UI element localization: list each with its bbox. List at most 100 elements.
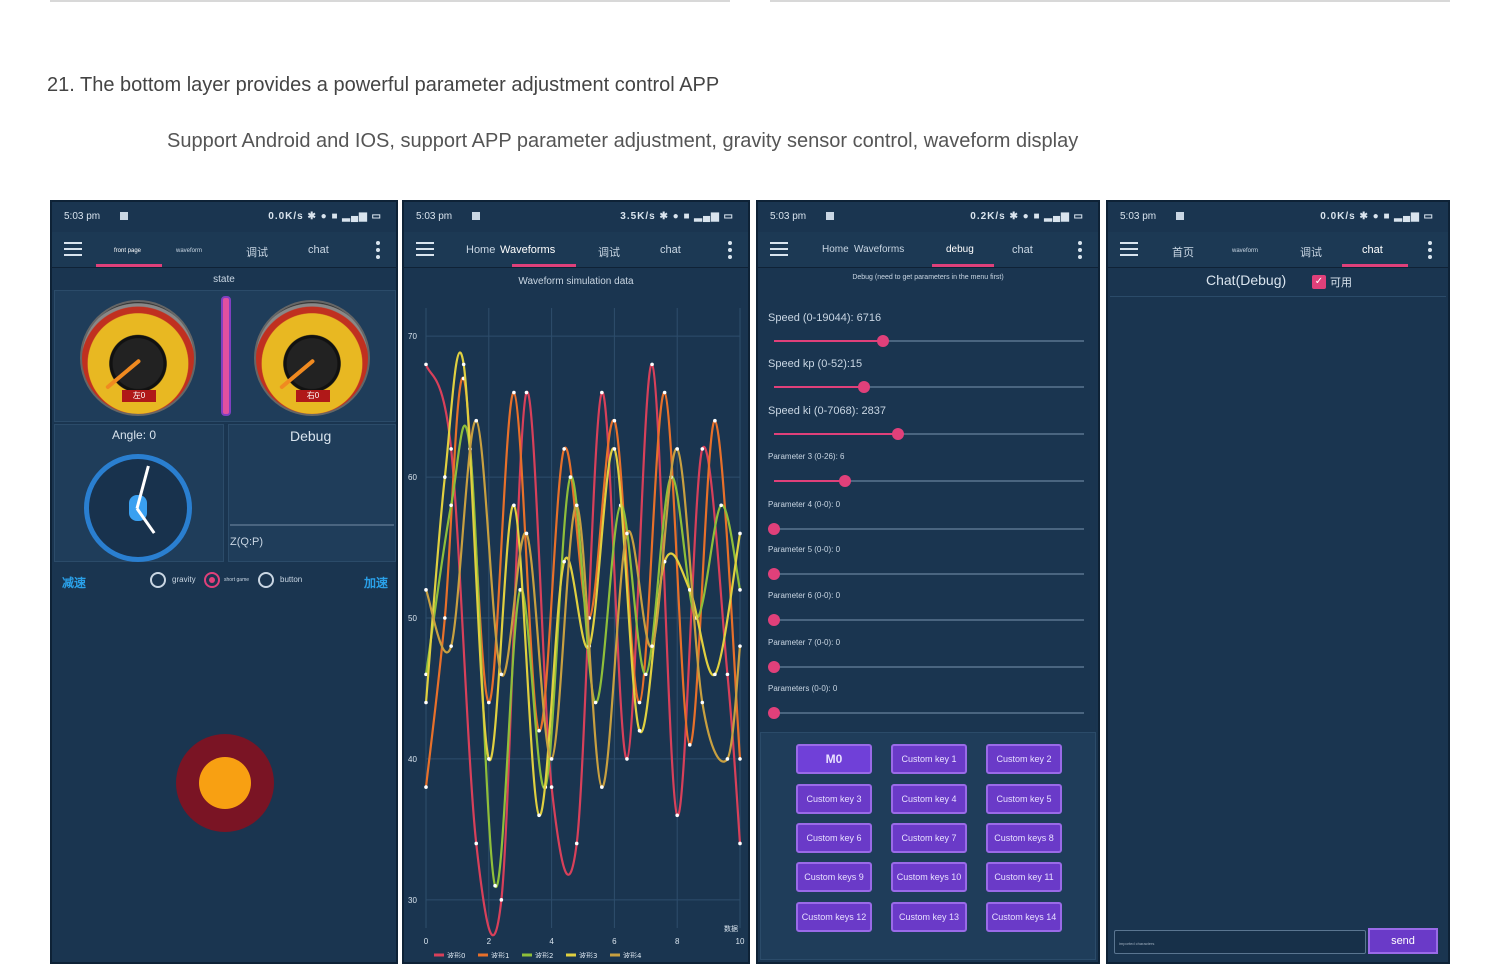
slider-knob[interactable]	[839, 475, 852, 487]
data-point	[600, 785, 604, 789]
debug-label: Debug	[290, 428, 332, 444]
menu-icon[interactable]	[64, 242, 82, 256]
legend-label: 波形0	[447, 951, 465, 958]
custom-key-button[interactable]: M0	[796, 744, 872, 774]
slider-track[interactable]	[768, 707, 1084, 719]
slider-knob[interactable]	[768, 661, 780, 673]
enable-checkbox[interactable]: ✓	[1312, 275, 1326, 289]
status-indicators: 0.2K/s ✱ ● ■ ▂▄▆ ▭	[970, 211, 1084, 222]
data-point	[738, 757, 742, 761]
data-point	[713, 418, 717, 423]
custom-key-button[interactable]: Custom keys 9	[796, 862, 872, 892]
tab-chat[interactable]: chat	[1012, 244, 1033, 256]
tab-chat[interactable]: chat	[1362, 244, 1383, 256]
data-point	[687, 743, 692, 747]
data-point	[593, 700, 598, 705]
radio-button[interactable]	[258, 572, 274, 588]
waveform-chart: 0 2 4 6 8 10 30 40 50 60 70 波形0 波形1 波形2 波形3 波形4	[408, 308, 745, 958]
send-button[interactable]: send	[1368, 928, 1438, 954]
radio-short-game-label: short game	[224, 577, 250, 583]
data-point	[524, 390, 529, 395]
radio-gravity[interactable]	[150, 572, 166, 588]
phone-screen-debug: 5:03 pm 0.2K/s ✱ ● ■ ▂▄▆ ▭ Home Waveform…	[756, 200, 1100, 964]
slider-track[interactable]	[768, 661, 1084, 673]
joystick-knob[interactable]	[199, 757, 251, 809]
status-indicators: 3.5K/s ✱ ● ■ ▂▄▆ ▭	[620, 211, 734, 222]
slider-knob[interactable]	[768, 707, 780, 719]
more-options-icon[interactable]	[1078, 241, 1082, 259]
tab-waveform[interactable]: waveform	[176, 248, 203, 254]
slider-knob[interactable]	[857, 381, 870, 393]
menu-icon[interactable]	[770, 242, 788, 256]
tab-debug[interactable]: 调试	[1300, 247, 1322, 259]
slider-knob[interactable]	[892, 428, 904, 440]
data-point	[568, 475, 573, 479]
data-point	[449, 503, 453, 508]
slider-track[interactable]	[768, 523, 1084, 535]
slider-track[interactable]	[774, 428, 1084, 440]
tab-debug[interactable]: debug	[946, 244, 974, 255]
custom-key-button[interactable]: Custom key 5	[986, 784, 1062, 814]
custom-key-button[interactable]: Custom key 7	[891, 823, 967, 853]
custom-key-button[interactable]: Custom keys 10	[891, 862, 967, 892]
custom-key-button[interactable]: Custom key 13	[891, 902, 967, 932]
slider-knob[interactable]	[768, 568, 780, 580]
tab-front-page[interactable]: front page	[114, 248, 142, 254]
custom-key-button[interactable]: Custom key 2	[986, 744, 1062, 774]
tab-waveform[interactable]: waveform	[1232, 248, 1259, 254]
data-point	[474, 418, 479, 423]
data-point	[424, 785, 428, 789]
data-point	[625, 531, 629, 536]
slider-track[interactable]	[774, 475, 1084, 487]
menu-icon[interactable]	[416, 242, 434, 256]
active-tab-indicator	[96, 264, 162, 267]
tab-waveforms[interactable]: Waveforms	[854, 244, 905, 255]
tab-chat[interactable]: chat	[308, 244, 329, 256]
custom-key-button[interactable]: Custom key 3	[796, 784, 872, 814]
data-point	[424, 362, 428, 367]
slider-label: Speed (0-19044): 6716	[768, 312, 882, 324]
custom-key-button[interactable]: Custom key 4	[891, 784, 967, 814]
slider-knob[interactable]	[768, 614, 780, 626]
slider-track[interactable]	[768, 614, 1084, 626]
tab-home[interactable]: Home	[822, 244, 849, 255]
more-options-icon[interactable]	[376, 241, 380, 259]
tab-home[interactable]: 首页	[1172, 247, 1194, 259]
slider-track[interactable]	[768, 568, 1084, 580]
custom-key-button[interactable]: Custom keys 8	[986, 823, 1062, 853]
custom-key-button[interactable]: Custom key 1	[891, 744, 967, 774]
more-options-icon[interactable]	[728, 241, 732, 259]
y-tick-label: 70	[408, 332, 417, 341]
custom-key-button[interactable]: Custom keys 12	[796, 902, 872, 932]
left-speed-gauge: 左0	[80, 300, 196, 416]
accelerate-button[interactable]: 加速	[364, 576, 389, 590]
chat-input[interactable]: imported characters	[1114, 930, 1366, 954]
tab-home[interactable]: Home	[466, 244, 496, 256]
custom-key-button[interactable]: Custom key 11	[986, 862, 1062, 892]
more-options-icon[interactable]	[1428, 241, 1432, 259]
tab-debug[interactable]: 调试	[246, 247, 268, 259]
zqp-label: Z(Q:P)	[230, 536, 263, 548]
slider-fill	[774, 433, 898, 435]
slider-knob[interactable]	[768, 523, 780, 535]
tab-chat[interactable]: chat	[660, 244, 681, 256]
slider-track[interactable]	[774, 335, 1084, 347]
custom-key-button[interactable]: Custom keys 14	[986, 902, 1062, 932]
data-point	[537, 728, 541, 733]
debug-divider	[230, 524, 394, 526]
data-point	[644, 672, 648, 677]
x-tick-label: 4	[549, 937, 554, 946]
enable-checkbox-label: 可用	[1330, 277, 1352, 289]
decelerate-button[interactable]: 减速	[62, 576, 87, 590]
data-point	[449, 644, 453, 648]
slider-track[interactable]	[774, 381, 1084, 393]
slider-knob[interactable]	[876, 335, 889, 347]
custom-key-button[interactable]: Custom key 6	[796, 823, 872, 853]
menu-icon[interactable]	[1120, 242, 1138, 256]
tab-waveforms[interactable]: Waveforms	[500, 244, 556, 256]
radio-short-game[interactable]	[204, 572, 220, 588]
data-point	[562, 559, 566, 564]
tab-debug[interactable]: 调试	[598, 247, 620, 259]
data-point	[738, 644, 742, 648]
notification-icon	[472, 212, 480, 220]
